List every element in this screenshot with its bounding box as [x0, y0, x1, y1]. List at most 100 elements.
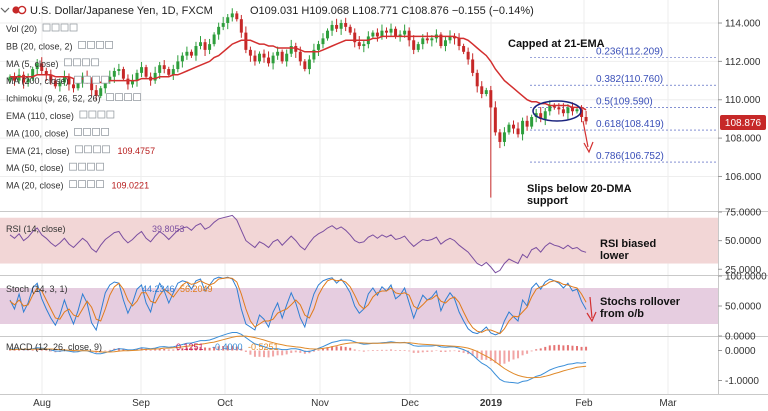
macd-hist-bar: [163, 349, 166, 351]
indicator-control-icon[interactable]: [69, 162, 77, 171]
macd-hist-bar: [31, 349, 34, 351]
indicator-control-icon[interactable]: [64, 58, 72, 67]
indicator-control-icon[interactable]: [96, 41, 104, 49]
indicator-control-icon[interactable]: [87, 162, 95, 171]
candle-body: [226, 17, 230, 24]
candle-body: [248, 49, 252, 56]
indicator-control-icon[interactable]: [124, 93, 132, 101]
macd-hist-bar: [36, 349, 39, 351]
indicator-label[interactable]: EMA (21, close): [6, 146, 70, 156]
indicator-control-icon[interactable]: [78, 41, 86, 49]
macd-hist-bar: [249, 350, 252, 355]
candle-body: [221, 23, 225, 27]
candle-body: [584, 117, 588, 122]
indicator-control-icon[interactable]: [84, 145, 92, 154]
indicator-control-icon[interactable]: [87, 41, 95, 49]
indicator-control-icon[interactable]: [106, 93, 114, 101]
macd-hist-bar: [99, 350, 102, 353]
candle-body: [407, 30, 411, 41]
rsi-line: [9, 214, 587, 274]
macd-hist-bar: [335, 346, 338, 351]
y-tick-label: 0.0000: [725, 332, 756, 343]
macd-hist-bar: [430, 350, 433, 352]
indicator-control-icon[interactable]: [73, 58, 81, 67]
candle-body: [511, 124, 515, 129]
candle-body: [280, 51, 284, 62]
indicator-control-icon[interactable]: [87, 180, 95, 189]
macd-hist-bar: [448, 350, 451, 352]
indicator-control-icon[interactable]: [105, 41, 113, 49]
indicator-control-icon[interactable]: [93, 145, 101, 154]
indicator-control-icon[interactable]: [101, 127, 109, 136]
candle-body: [162, 65, 166, 70]
x-tick-label: Feb: [575, 398, 593, 409]
indicator-control-icon[interactable]: [82, 58, 90, 67]
indicator-label[interactable]: Ichimoku (9, 26, 52, 26): [6, 94, 101, 104]
macd-hist-bar: [154, 349, 157, 351]
consolidation-ellipse[interactable]: [532, 100, 582, 122]
candle-body: [307, 59, 311, 70]
indicator-control-icon[interactable]: [74, 75, 82, 84]
y-tick-label: 50.0000: [725, 302, 762, 313]
candle-body: [539, 113, 543, 119]
indicator-control-icon[interactable]: [42, 23, 51, 32]
indicator-control-icon[interactable]: [60, 23, 69, 32]
macd-hist-bar: [294, 350, 297, 353]
macd-hist-bar: [108, 349, 111, 351]
indicator-label[interactable]: MA (50, close): [6, 163, 64, 173]
indicator-control-icon[interactable]: [78, 162, 86, 171]
indicator-control-icon[interactable]: [83, 75, 91, 84]
indicator-control-icon[interactable]: [79, 110, 88, 119]
candle-body: [26, 78, 30, 83]
indicator-label[interactable]: MA (100, close): [6, 128, 69, 138]
candle-body: [316, 44, 320, 50]
annotation-stoch-line2: from o/b: [600, 308, 644, 320]
indicator-control-icon[interactable]: [92, 127, 100, 136]
indicator-control-icon[interactable]: [74, 127, 82, 136]
candle-body: [76, 82, 80, 89]
macd-title: MACD (12, 26, close, 9): [6, 342, 102, 352]
indicator-control-icon[interactable]: [83, 127, 91, 136]
indicator-control-icon[interactable]: [91, 58, 99, 67]
candle-body: [99, 88, 103, 96]
y-tick-label: -1.0000: [725, 376, 759, 387]
indicator-control-icon[interactable]: [97, 110, 106, 119]
indicator-control-icon[interactable]: [101, 75, 109, 84]
macd-hist-bar: [299, 350, 302, 353]
indicator-label[interactable]: MA (5, close): [6, 59, 59, 69]
macd-hist-bar: [281, 350, 284, 356]
macd-hist-bar: [408, 350, 411, 352]
macd-hist-bar: [390, 349, 393, 351]
indicator-control-icon[interactable]: [75, 145, 83, 154]
indicator-label[interactable]: MA (200, close): [6, 76, 69, 86]
rsi-band: [0, 217, 718, 264]
indicator-label[interactable]: MA (20, close): [6, 181, 64, 191]
indicator-control-icon[interactable]: [69, 180, 77, 189]
candle-body: [525, 120, 529, 127]
indicator-control-icon[interactable]: [96, 180, 104, 189]
indicator-control-icon[interactable]: [106, 110, 115, 119]
indicator-label[interactable]: Vol (20): [6, 24, 37, 34]
macd-hist-bar: [104, 350, 107, 352]
macd-hist-bar: [145, 349, 148, 351]
indicator-control-icon[interactable]: [51, 23, 60, 32]
indicator-control-icon[interactable]: [115, 93, 123, 101]
indicator-control-icon[interactable]: [69, 23, 78, 32]
indicator-label[interactable]: EMA (110, close): [6, 111, 74, 121]
indicator-label[interactable]: BB (20, close, 2): [6, 41, 73, 51]
indicator-control-icon[interactable]: [88, 110, 97, 119]
indicator-control-icon[interactable]: [102, 145, 110, 154]
indicator-control-icon[interactable]: [96, 162, 104, 171]
candle-body: [144, 67, 148, 77]
candle-body: [199, 42, 203, 47]
indicator-control-icon[interactable]: [92, 75, 100, 84]
fib-level-label: 0.382(110.760): [596, 74, 663, 85]
macd-hist-bar: [399, 350, 402, 351]
collapse-chevron-icon[interactable]: [0, 7, 10, 13]
candle-body: [121, 69, 125, 79]
macd-hist-bar: [503, 350, 506, 364]
indicator-control-icon[interactable]: [133, 93, 141, 101]
indicator-control-icon[interactable]: [78, 180, 86, 189]
candle-body: [471, 59, 475, 73]
